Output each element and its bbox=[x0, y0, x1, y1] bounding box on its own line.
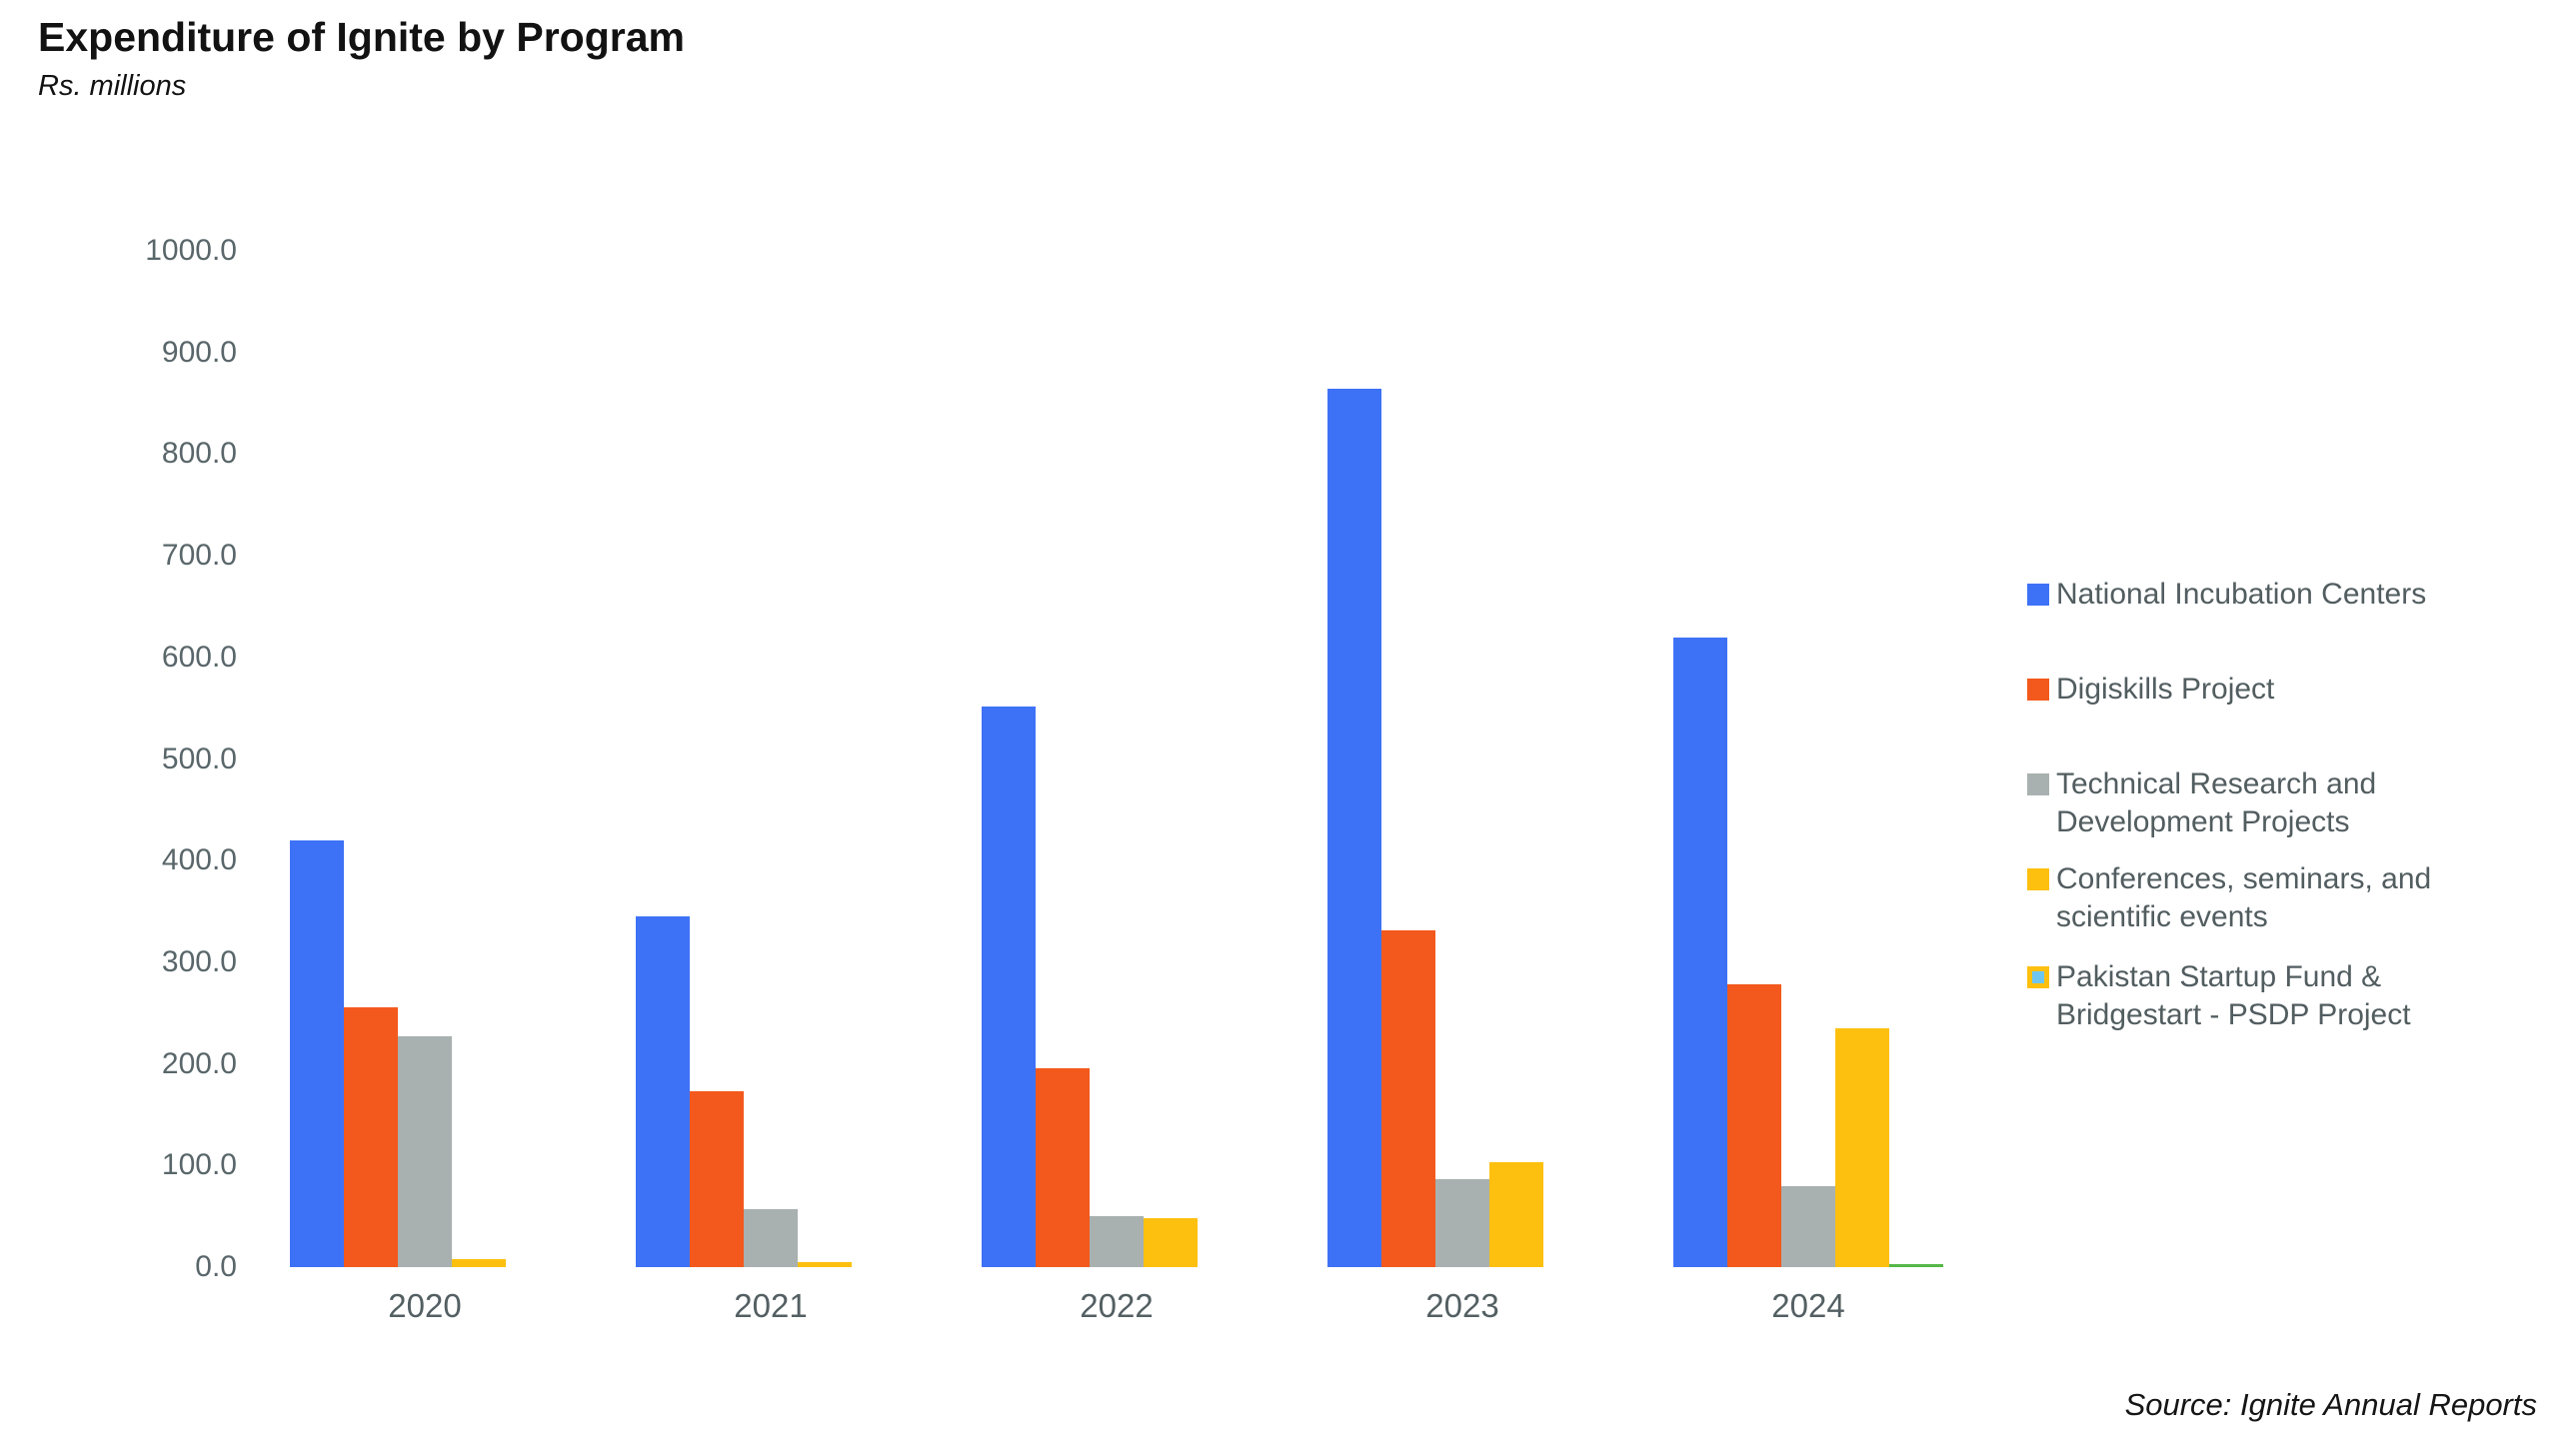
bar-group-2023 bbox=[1289, 251, 1635, 1267]
x-tick-2020: 2020 bbox=[388, 1287, 462, 1324]
bar-2024-pakistan-startup-fund-bridgestart-psdp-project bbox=[1889, 1264, 1943, 1267]
legend-swatch-conferences-seminars-and-scientific-events bbox=[2027, 868, 2049, 890]
bar-2023-technical-research-and-development-projects bbox=[1435, 1179, 1489, 1267]
x-tick-2024: 2024 bbox=[1771, 1287, 1845, 1324]
bar-2020-conferences-seminars-and-scientific-events bbox=[452, 1259, 506, 1267]
bar-2020-national-incubation-centers bbox=[290, 840, 344, 1267]
bar-2021-technical-research-and-development-projects bbox=[744, 1209, 798, 1267]
legend-label: Technical Research and Development Proje… bbox=[2056, 767, 2377, 838]
bar-2023-digiskills-project bbox=[1381, 930, 1435, 1267]
legend-swatch-technical-research-and-development-projects bbox=[2027, 773, 2049, 795]
bar-2022-technical-research-and-development-projects bbox=[1090, 1216, 1144, 1267]
legend-item-pakistan-startup-fund-bridgestart-psdp-project: Pakistan Startup Fund & Bridgestart - PS… bbox=[2027, 958, 2532, 1034]
bar-group-2024 bbox=[1635, 251, 1981, 1267]
legend-label: Conferences, seminars, and scientific ev… bbox=[2056, 862, 2432, 933]
legend-item-national-incubation-centers: National Incubation Centers bbox=[2027, 576, 2426, 614]
bar-2020-technical-research-and-development-projects bbox=[398, 1036, 452, 1267]
legend-swatch-pakistan-startup-fund-bridgestart-psdp-project bbox=[2027, 966, 2049, 988]
y-tick-900.0: 900.0 bbox=[161, 335, 237, 369]
legend-label: National Incubation Centers bbox=[2056, 578, 2427, 611]
y-tick-400.0: 400.0 bbox=[161, 843, 237, 877]
bar-2022-conferences-seminars-and-scientific-events bbox=[1144, 1218, 1198, 1267]
legend-item-digiskills-project: Digiskills Project bbox=[2027, 671, 2274, 709]
y-tick-300.0: 300.0 bbox=[161, 944, 237, 978]
legend-label: Digiskills Project bbox=[2056, 673, 2275, 706]
y-tick-200.0: 200.0 bbox=[161, 1046, 237, 1080]
chart-units-subtitle: Rs. millions bbox=[38, 70, 187, 102]
y-tick-1000.0: 1000.0 bbox=[145, 234, 237, 267]
legend-item-conferences-seminars-and-scientific-events: Conferences, seminars, and scientific ev… bbox=[2027, 860, 2532, 936]
bar-2021-digiskills-project bbox=[690, 1091, 744, 1267]
legend-swatch-digiskills-project bbox=[2027, 679, 2049, 701]
bar-2023-national-incubation-centers bbox=[1327, 389, 1381, 1267]
bar-group-2022 bbox=[944, 251, 1289, 1267]
legend-swatch-national-incubation-centers bbox=[2027, 584, 2049, 606]
legend-item-technical-research-and-development-projects: Technical Research and Development Proje… bbox=[2027, 765, 2532, 841]
bar-2023-conferences-seminars-and-scientific-events bbox=[1489, 1162, 1543, 1267]
bar-2024-national-incubation-centers bbox=[1673, 638, 1727, 1267]
bar-2024-digiskills-project bbox=[1727, 984, 1781, 1267]
chart-title: Expenditure of Ignite by Program bbox=[38, 14, 685, 60]
bar-group-2021 bbox=[598, 251, 944, 1267]
y-tick-800.0: 800.0 bbox=[161, 437, 237, 471]
plot-area bbox=[252, 251, 1981, 1267]
legend-label: Pakistan Startup Fund & Bridgestart - PS… bbox=[2056, 960, 2411, 1031]
bar-2022-national-incubation-centers bbox=[982, 707, 1036, 1267]
bar-2020-digiskills-project bbox=[344, 1007, 398, 1267]
bar-group-2020 bbox=[252, 251, 598, 1267]
bar-2024-conferences-seminars-and-scientific-events bbox=[1835, 1028, 1889, 1267]
y-tick-600.0: 600.0 bbox=[161, 640, 237, 674]
bar-2022-digiskills-project bbox=[1036, 1068, 1090, 1267]
bar-2024-technical-research-and-development-projects bbox=[1781, 1186, 1835, 1267]
source-note: Source: Ignite Annual Reports bbox=[2124, 1387, 2537, 1422]
x-tick-2023: 2023 bbox=[1425, 1287, 1499, 1324]
bar-2021-conferences-seminars-and-scientific-events bbox=[798, 1262, 852, 1267]
y-tick-500.0: 500.0 bbox=[161, 741, 237, 775]
bar-2021-national-incubation-centers bbox=[636, 916, 690, 1267]
y-tick-0.0: 0.0 bbox=[195, 1250, 237, 1283]
x-tick-2021: 2021 bbox=[734, 1287, 808, 1324]
y-tick-700.0: 700.0 bbox=[161, 539, 237, 573]
x-tick-2022: 2022 bbox=[1080, 1287, 1154, 1324]
y-tick-100.0: 100.0 bbox=[161, 1148, 237, 1182]
